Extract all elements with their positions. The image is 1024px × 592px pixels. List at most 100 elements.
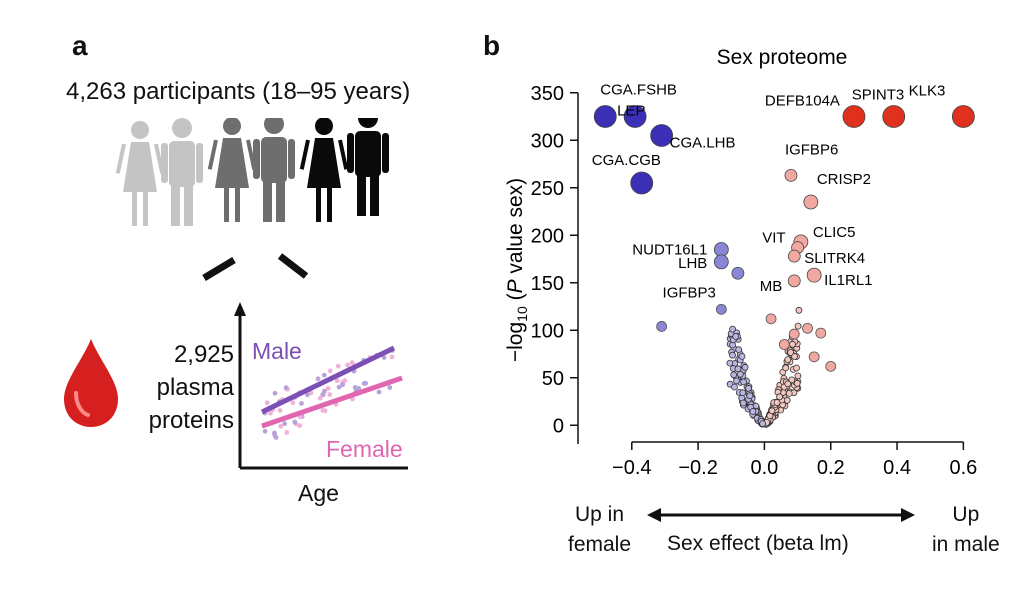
y-tick-label: 50 [542,368,564,390]
background-point [749,408,757,415]
background-point [738,352,746,360]
label-cga-lhb: CGA.LHB [670,135,736,152]
background-point [815,327,827,339]
x-tick-label: 0.0 [751,457,779,479]
background-point [794,372,802,380]
label-lep: LEP [617,103,645,120]
y-tick-label: 250 [531,178,564,200]
annotation-up-in-female: Up in female [568,500,631,560]
point-cga-cgb [630,171,654,195]
background-point [773,399,781,406]
background-point [784,356,792,364]
schematic-dot [389,354,395,360]
participants-label: 4,263 participants (18–95 years) [66,78,411,105]
person-light-gray-female [115,121,165,226]
label-igfbp6: IGFBP6 [785,141,838,158]
background-point [732,332,740,340]
schematic-dot [345,362,350,368]
label-spint3: SPINT3 [852,87,905,104]
schematic-dot [284,430,290,435]
blood-drop-icon [64,339,118,427]
point-igfbp3 [731,266,745,280]
label-cga-cgb: CGA.CGB [592,152,661,169]
background-point [782,364,790,372]
background-points [656,303,837,428]
chart-title: Sex proteome [717,46,848,69]
label-lhb: LHB [678,255,707,272]
female-trend-line [261,375,403,429]
background-point [787,349,795,356]
female-label: Female [326,436,403,462]
x-tick-label: −0.2 [678,457,717,479]
person-mid-gray-male [253,118,295,222]
schematic-dot [322,388,327,394]
point-slitrk4 [787,249,801,263]
label-slitrk4: SLITRK4 [804,250,865,267]
background-point [733,377,740,385]
connector-lines [202,253,309,282]
point-crisp2 [803,194,819,210]
participants-illustration [115,118,389,226]
schematic-dots [262,348,395,440]
point-lep [623,105,647,128]
point-cga-lhb [650,124,674,147]
schematic-dot [278,423,284,429]
background-point [726,359,734,367]
schematic-dot [317,395,323,401]
point-il1rl1 [806,267,822,283]
point-mb [787,274,801,288]
schematic-dot [277,408,283,413]
background-point [765,313,777,325]
sex-effect-label: Sex effect (beta lm) [667,532,849,555]
schematic-dot [272,390,278,396]
background-point [795,306,803,314]
background-point [746,392,754,400]
person-black-male [347,118,389,216]
person-black-female [299,118,349,222]
schematic-dot [299,401,304,406]
schematic-dot [361,381,367,386]
schematic-dot [327,368,333,374]
proteins-count: 2,925 [173,341,234,368]
panel-a-letter: a [72,30,88,61]
schematic-dot [387,385,393,390]
schematic-dot [264,400,270,406]
background-point [784,380,792,388]
background-point [735,346,743,354]
background-point [729,351,736,359]
age-schematic-plot [234,302,408,470]
background-point [656,321,668,332]
x-tick-label: 0.2 [817,457,845,479]
schematic-dot [381,355,387,360]
background-point [808,351,820,363]
person-mid-gray-female [207,118,257,222]
label-cga-fshb: CGA.FSHB [600,82,677,99]
background-point [788,328,800,340]
background-point [793,364,800,372]
point-cga-fshb [593,105,617,128]
point-spint3 [882,105,906,128]
schematic-dot [321,372,327,378]
background-point [741,363,749,371]
y-tick-label: 200 [531,225,564,247]
schematic-dot [282,421,287,427]
x-tick-label: 0.4 [883,457,911,479]
schematic-dot [268,410,273,416]
label-il1rl1: IL1RL1 [824,272,872,289]
schematic-dot [315,376,321,382]
annotation-up-in-male: Up in male [932,500,1000,560]
background-point [731,383,738,391]
male-label: Male [252,338,302,364]
labeled-points [593,105,975,288]
background-point [768,407,776,415]
schematic-dot [273,435,279,440]
volcano-plot: Sex proteome −log10 (P value sex) 0 50 100… [504,46,977,479]
schematic-dot [297,423,303,428]
background-point [740,378,748,386]
background-point [785,389,793,397]
schematic-dot [340,382,346,388]
label-vit: VIT [762,230,785,247]
male-trend-line [260,345,396,415]
point-nudt16l1 [713,242,729,257]
schematic-dot [290,400,296,406]
